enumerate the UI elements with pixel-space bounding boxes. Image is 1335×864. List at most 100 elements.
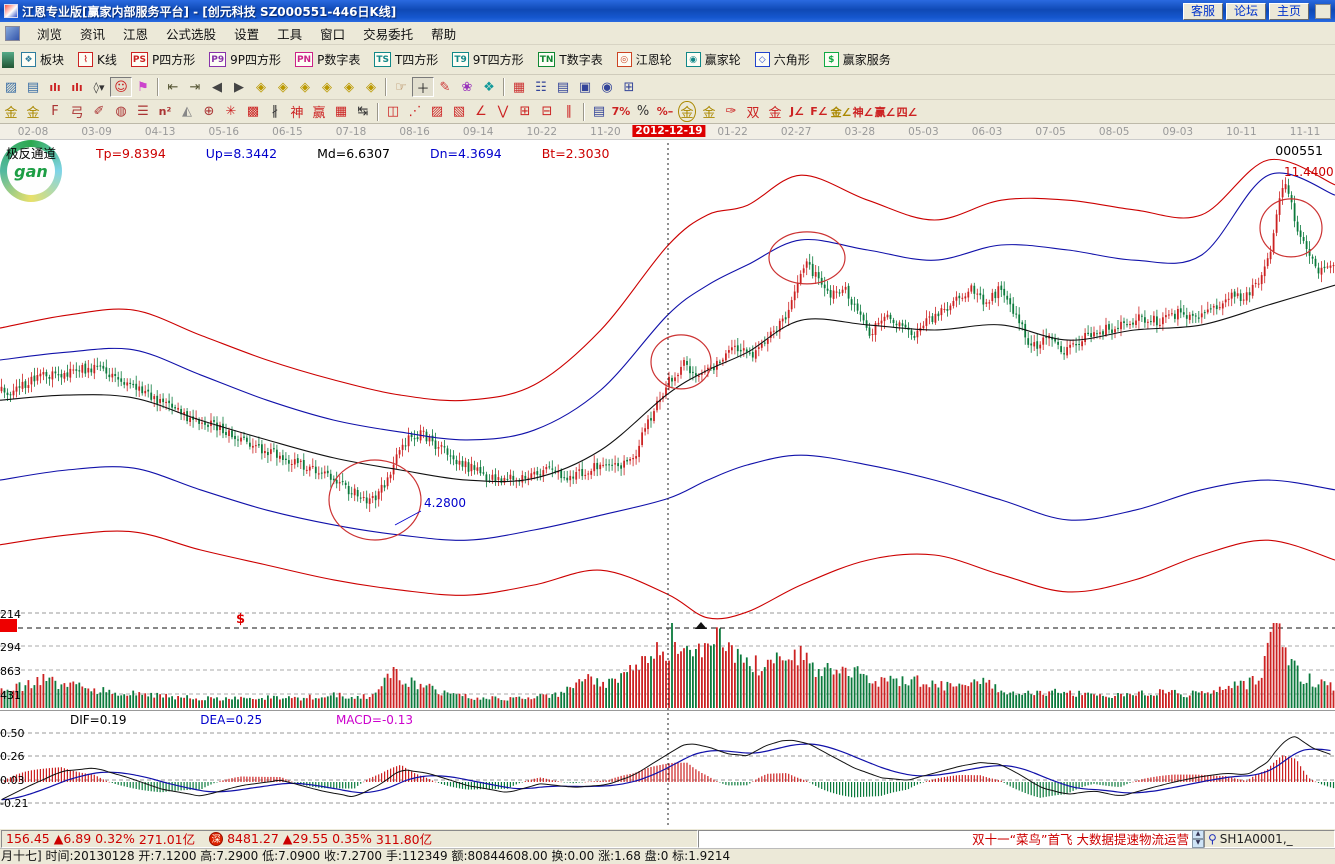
grid-table-icon[interactable]: ▦ [334,104,348,119]
spinner-down-icon[interactable]: ▼ [1192,838,1204,848]
menu-item-江恩[interactable]: 江恩 [123,26,149,42]
news-ticker[interactable]: 双十一“菜鸟”首飞 大数据提速物流运营 [698,829,1192,848]
zoom-right-diamond-icon[interactable]: ◈ [278,79,288,95]
compass-icon[interactable]: ⊕ [203,104,215,119]
shen-angle-icon[interactable]: 神∠ [852,105,874,119]
v-line-icon[interactable]: ⋁ [497,104,509,119]
minimize-button[interactable] [1315,3,1331,19]
percent-line-icon[interactable]: %– [656,105,674,118]
menu-grid-icon[interactable] [5,25,20,41]
menu-item-窗口[interactable]: 窗口 [320,26,346,42]
customer-service-button[interactable]: 客服 [1182,2,1223,20]
candle-type-icon[interactable]: ◊▾ [93,80,105,94]
feature-winner-service[interactable]: $ 赢家服务 [817,51,898,68]
feature-9t-square[interactable]: T9 9T四方形 [445,51,530,68]
last-page-icon[interactable]: ⇥ [189,79,201,95]
star-circle-icon[interactable]: ✳ [225,104,237,119]
chart-region[interactable]: $ 极反通道 Tp=9.8394 Up=8.3442 Md=6.6307 Dn=… [0,140,1335,828]
crosshair-tool-icon[interactable]: ＋ [412,77,434,97]
menu-item-浏览[interactable]: 浏览 [37,26,63,42]
blue-table-icon[interactable]: ▤ [592,104,606,119]
zoom-left-diamond-icon[interactable]: ◈ [256,79,266,95]
kline-volume-macd-chart[interactable]: $ [0,140,1335,828]
ying-angle-icon[interactable]: 赢∠ [874,105,896,119]
grid-box-icon[interactable]: ⊞ [519,104,531,119]
draw-tool-icon[interactable]: ✎ [439,79,451,95]
net-square-icon[interactable]: ▩ [246,104,260,119]
si-angle-icon[interactable]: 四∠ [896,105,918,119]
menu-item-公式选股[interactable]: 公式选股 [166,26,217,42]
feature-p-table[interactable]: PN P数字表 [288,51,367,68]
circle-grid-icon[interactable]: ◍ [115,104,127,119]
a-line-icon[interactable]: ◭ [182,104,192,119]
next-bar-icon[interactable]: ▶ [234,79,244,95]
f-grid-icon[interactable]: F [51,104,59,119]
clipped-toolbar-icon[interactable] [2,51,14,68]
home-button[interactable]: 主页 [1268,2,1309,20]
feature-winner-wheel[interactable]: ◉ 赢家轮 [679,51,748,68]
f-angle-icon[interactable]: F∠ [810,105,828,118]
ying-tool-icon[interactable]: 赢 [312,106,326,121]
menu-item-工具[interactable]: 工具 [277,26,303,42]
grid-box2-icon[interactable]: ⊟ [541,104,553,119]
feature-9p-square[interactable]: P9 9P四方形 [202,51,288,68]
expand-all-diamond-icon[interactable]: ◈ [344,79,354,95]
gold-lines-icon[interactable]: 金 [702,106,716,121]
feature-t-square[interactable]: TS T四方形 [367,51,445,68]
expand-h-diamond-icon[interactable]: ◈ [300,79,310,95]
mini-chart-9-icon[interactable]: ılı [71,80,83,94]
disk-globe-icon[interactable]: ◉ [601,79,613,95]
ticker-spinner[interactable]: ▲ ▼ [1192,829,1204,848]
marker-pen-icon[interactable]: ✑ [725,104,737,119]
pen-grid-icon[interactable]: ✐ [93,104,105,119]
width-arrows-icon[interactable]: ↹ [357,104,369,119]
feature-t-table[interactable]: TN T数字表 [531,51,610,68]
mini-chart-3-icon[interactable]: ılı [49,80,61,94]
shuang-line-icon[interactable]: 双 [746,106,760,121]
compress-all-diamond-icon[interactable]: ◈ [366,79,376,95]
menu-item-交易委托[interactable]: 交易委托 [363,26,414,42]
prev-bar-icon[interactable]: ◀ [212,79,222,95]
menu-item-设置[interactable]: 设置 [234,26,260,42]
forum-button[interactable]: 论坛 [1225,2,1266,20]
bow-grid-icon[interactable]: 弓 [70,106,84,121]
gold-underline-icon[interactable]: 金 [768,106,782,121]
gold-grid2-icon[interactable]: 金 [26,106,40,121]
flower-tool-icon[interactable]: ❀ [461,79,473,95]
gold-angle-icon[interactable]: 金∠ [830,105,852,119]
quote-list-icon[interactable]: ▤ [26,79,40,95]
j-angle-icon[interactable]: J∠ [790,105,804,118]
feature-kline[interactable]: ⌇ K线 [71,51,124,68]
pattern-tool-icon[interactable]: ❖ [483,79,495,95]
feature-board[interactable]: ❖ 板块 [14,51,71,68]
first-page-icon[interactable]: ⇤ [167,79,179,95]
n2-grid-icon[interactable]: n² [158,105,172,118]
parallel-lines-icon[interactable]: ∥ [565,104,573,119]
menu-item-帮助[interactable]: 帮助 [431,26,457,42]
feature-gann-wheel[interactable]: ◎ 江恩轮 [610,51,679,68]
data-truck-icon[interactable]: ⊞ [623,79,635,95]
window-box-icon[interactable]: ◫ [386,104,400,119]
seven-percent-icon[interactable]: 7% [611,105,631,118]
hand-tool-icon[interactable]: ☞ [395,79,407,95]
gold-circle-icon[interactable]: 金 [676,101,698,122]
pattern-view-icon[interactable]: ▨ [4,79,18,95]
shen-tool-icon[interactable]: 神 [290,106,304,121]
percent-icon[interactable]: % [636,104,650,119]
gann-figure-icon[interactable]: ☺ [110,77,132,97]
compress-h-diamond-icon[interactable]: ◈ [322,79,332,95]
notebook-icon[interactable]: ▤ [556,79,570,95]
gold-grid-icon[interactable]: 金 [4,106,18,121]
colorful-flag-icon[interactable]: ⚑ [137,79,149,95]
fan-lines-icon[interactable]: ⋰ [408,104,422,119]
fan-box-icon[interactable]: ▨ [430,104,444,119]
calculator-icon[interactable]: ☷ [535,79,547,95]
feature-hexagon[interactable]: ◇ 六角形 [748,51,817,68]
menu-item-资讯[interactable]: 资讯 [80,26,106,42]
ruler-grid-icon[interactable]: ☰ [137,104,149,119]
save-disk-icon[interactable]: ▣ [578,79,592,95]
k-prime-icon[interactable]: ∦ [271,104,279,119]
feature-p-square[interactable]: PS P四方形 [124,51,202,68]
spinner-up-icon[interactable]: ▲ [1192,829,1204,839]
shade-box-icon[interactable]: ▧ [452,104,466,119]
